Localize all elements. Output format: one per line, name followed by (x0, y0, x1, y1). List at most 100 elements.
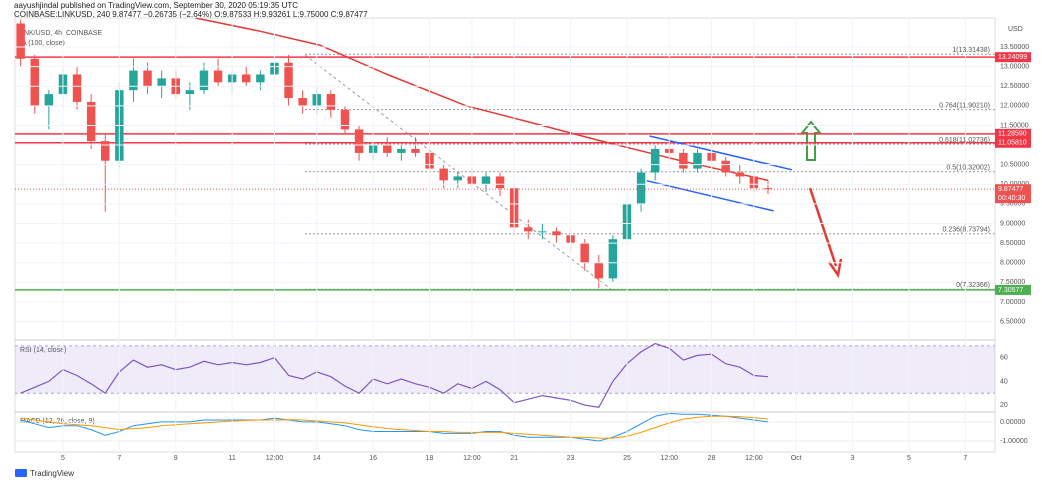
plot-frame (14, 17, 996, 453)
fib-label: 0.618(11.02736) (939, 137, 990, 144)
x-tick-label: 12:00 (266, 455, 284, 462)
x-tick-label: 23 (567, 455, 575, 462)
rsi-tick-label: 40 (1000, 378, 1008, 385)
rsi-band (15, 345, 995, 394)
candle-body (481, 176, 491, 185)
x-tick-label: 28 (708, 455, 716, 462)
candle-body (157, 78, 166, 87)
macd-label: MACD (12, 26, close, 9) (20, 418, 95, 425)
candle-body (185, 90, 195, 95)
down-arrow (808, 187, 838, 267)
rsi-tick-label: 60 (1000, 355, 1008, 362)
macd-line (20, 413, 769, 442)
candle-body (636, 172, 646, 204)
candle-body (340, 109, 350, 130)
candle-body (86, 101, 96, 142)
x-tick-label: 16 (369, 455, 377, 462)
candle-body (143, 70, 152, 87)
candle-body (538, 231, 547, 233)
candle-body (30, 58, 39, 106)
candle-body (326, 94, 336, 110)
x-tick-label: 3 (851, 455, 855, 462)
fib-label: 0.764(11.90210) (939, 103, 990, 110)
candle-body (298, 98, 307, 106)
channel-line (646, 179, 774, 212)
currency: USD (1008, 26, 1023, 33)
publisher: aayushjindal published on TradingView.co… (14, 1, 298, 10)
candle-body (72, 74, 82, 102)
candle-body (679, 152, 688, 169)
y-tick-label: 13.50000 (1000, 44, 1029, 51)
x-tick-label: 5 (907, 455, 911, 462)
y-tick-label: 6.50000 (1000, 318, 1025, 325)
y-tick-label: 12.50000 (1000, 83, 1029, 90)
symbol-line: COINBASE:LINKUSD, 240 9.87477 −0.26735 (… (14, 10, 368, 19)
y-tick-label: 12.00000 (1000, 103, 1029, 110)
candle-body (242, 74, 251, 83)
y-tick-label: 9.00000 (1000, 220, 1025, 227)
brand: TradingView (30, 469, 74, 478)
level-tag (995, 128, 1031, 139)
y-tick-label: 8.50000 (1000, 240, 1025, 247)
y-tick-label: 11.50000 (1000, 122, 1029, 129)
fib-label: 1(13.31438) (952, 47, 990, 54)
x-tick-label: 5 (61, 455, 65, 462)
candle-body (354, 129, 364, 153)
candle-body (16, 23, 25, 59)
last-price-tag (995, 184, 1031, 204)
candle-body (411, 148, 420, 153)
candle-body (213, 70, 223, 83)
fib-label: 0.236(8.73794) (943, 227, 990, 234)
x-tick-label: 21 (510, 455, 518, 462)
macd-tick-label: -1.00000 (1000, 438, 1028, 445)
x-tick-label: Oct (791, 455, 802, 462)
y-tick-label: 7.50000 (1000, 279, 1025, 286)
x-tick-label: 7 (117, 455, 121, 462)
level-label: 13.24099 (998, 54, 1027, 61)
candle-body (735, 172, 745, 177)
candle-body (383, 145, 392, 153)
y-tick-label: 9.50000 (1000, 201, 1025, 208)
level-tag (995, 284, 1031, 295)
candle-body (693, 152, 702, 169)
rsi-line (20, 342, 769, 409)
y-tick-label: 7.00000 (1000, 299, 1025, 306)
macd-pane (15, 413, 995, 442)
x-tick-label: 11 (229, 455, 236, 462)
candle-body (721, 160, 730, 173)
candle-body (608, 239, 618, 279)
legend-symbol: INK/USD, 4h, COINBASE (22, 30, 102, 37)
x-tick-label: 7 (963, 455, 967, 462)
candle-body (524, 227, 533, 232)
candle-body (284, 62, 293, 98)
down-arrow-head (827, 258, 843, 279)
macd-tick-label: 0.00000 (1000, 419, 1025, 426)
x-tick-label: 18 (426, 455, 434, 462)
fib-label: 0.5(10.32002) (946, 165, 990, 172)
candle-body (453, 176, 462, 181)
candle-body (580, 243, 589, 263)
rsi-tick-label: 20 (1000, 402, 1008, 409)
candle-body (44, 94, 54, 106)
level-tag (995, 137, 1031, 148)
y-tick-label: 10.50000 (1000, 162, 1029, 169)
macd-line (20, 415, 769, 439)
fib-trend-line (304, 54, 613, 291)
level-label: 11.05810 (998, 140, 1027, 147)
candle-body (256, 74, 265, 83)
x-tick-label: 12:00 (463, 455, 481, 462)
x-tick-label: 25 (623, 455, 631, 462)
candle-body (397, 148, 406, 153)
level-tag (995, 52, 1031, 63)
up-arrow (799, 120, 823, 161)
candle-body (552, 231, 561, 236)
candle-body (199, 70, 209, 91)
x-tick-label: 12:00 (661, 455, 679, 462)
candle-body (594, 262, 603, 279)
candle-body (129, 70, 138, 91)
brand-logo (15, 469, 27, 477)
level-label: 11.28590 (998, 131, 1027, 138)
last-price-label: 9.87477 (998, 186, 1023, 193)
x-tick-label: 9 (174, 455, 178, 462)
